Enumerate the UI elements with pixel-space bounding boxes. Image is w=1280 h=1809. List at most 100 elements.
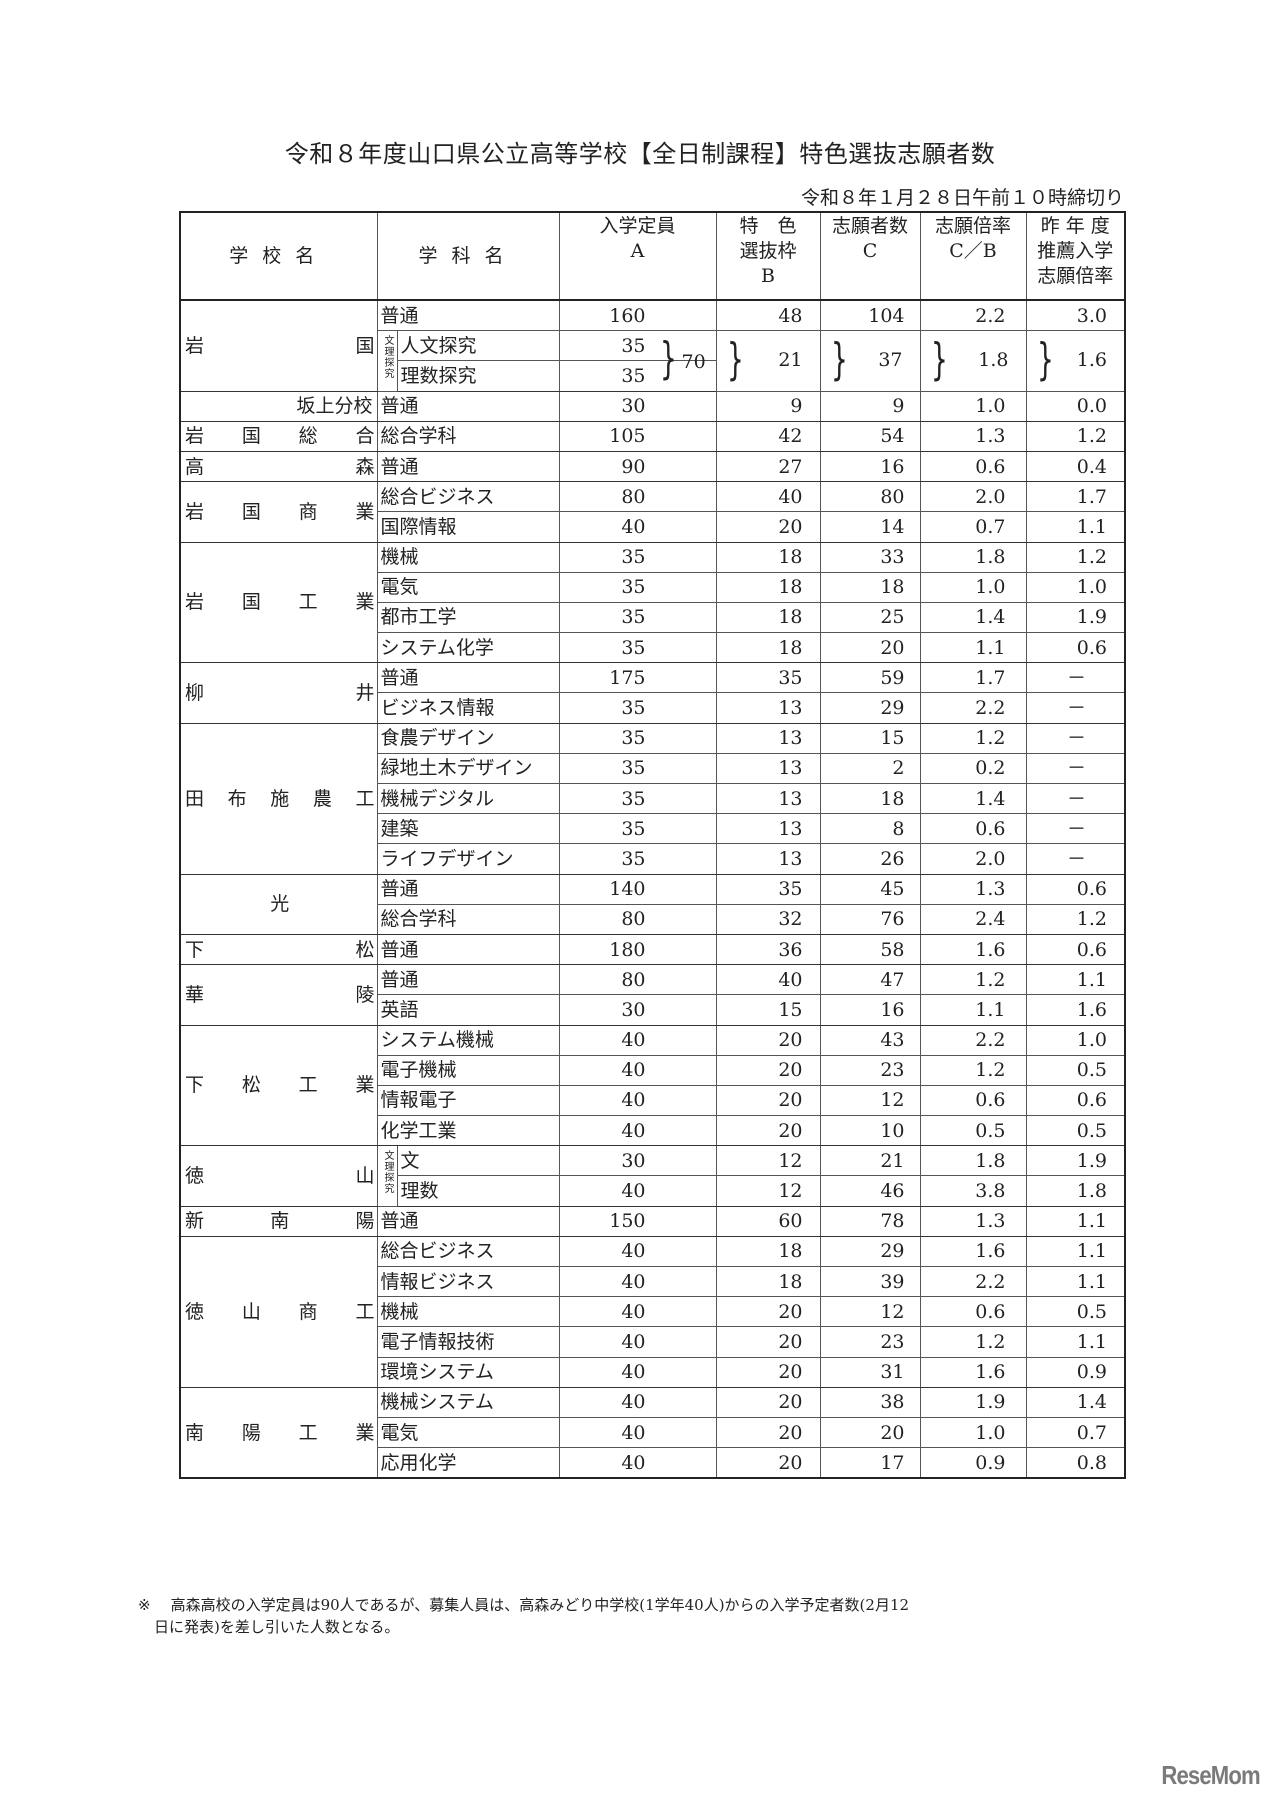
applicants-value: 31 xyxy=(819,1356,921,1388)
table-row: 理数 40 12 46 3.8 1.8 xyxy=(180,1175,1126,1207)
merged-value: 1.6 xyxy=(1076,349,1107,372)
ratio-value: 0.6 xyxy=(919,1084,1027,1117)
school-name: 徳山商工 xyxy=(179,1235,378,1388)
ratio-value: 2.0 xyxy=(919,481,1027,513)
header-line: 推薦入学 xyxy=(1037,240,1114,262)
capacity-value: 40 xyxy=(558,1416,717,1449)
dept-name: 環境システム xyxy=(376,1356,560,1388)
ratio-value: 1.2 xyxy=(919,964,1027,996)
dept-name: ライフデザイン xyxy=(376,843,560,875)
ratio-value: 1.0 xyxy=(919,571,1027,603)
school-name: 坂上分校 xyxy=(179,390,378,422)
prev-ratio-value: － xyxy=(1025,752,1126,785)
brace-icon: } xyxy=(659,333,677,385)
table-row: 英語 30 15 16 1.1 1.6 xyxy=(180,994,1126,1026)
special-quota-value: 20 xyxy=(715,1447,821,1479)
prev-ratio-value: 1.8 xyxy=(1025,1175,1126,1207)
special-quota-value: 20 xyxy=(715,1326,821,1358)
header-line: 入学定員 xyxy=(599,215,676,237)
prev-ratio-value: 1.2 xyxy=(1025,420,1126,452)
prev-ratio-value: 1.1 xyxy=(1025,511,1126,543)
applicants-value: 17 xyxy=(819,1447,921,1479)
capacity-value: 35 xyxy=(558,541,717,573)
prev-ratio-value: 0.6 xyxy=(1025,1084,1126,1117)
table-row: 機械デジタル 35 13 18 1.4 － xyxy=(180,782,1126,815)
special-quota-value: 20 xyxy=(715,1416,821,1449)
school-name: 岩国総合 xyxy=(179,420,378,452)
header-line: B xyxy=(761,265,775,287)
header-line: A xyxy=(630,240,645,262)
table-row: 情報電子 40 20 12 0.6 0.6 xyxy=(180,1084,1126,1117)
prev-ratio-value: 0.0 xyxy=(1025,390,1126,422)
footnote-line-2: 日に発表)を差し引いた人数となる。 xyxy=(154,1618,400,1636)
ratio-value: 0.6 xyxy=(919,813,1027,845)
capacity-total: 70 xyxy=(681,351,706,374)
ratio-value: 0.7 xyxy=(919,511,1027,543)
applicants-value: 12 xyxy=(819,1084,921,1117)
capacity-value: 30 xyxy=(558,1145,717,1177)
ratio-value: 2.2 xyxy=(919,1024,1027,1056)
special-quota-value: 20 xyxy=(715,511,821,543)
school-name: 岩国 xyxy=(179,299,378,392)
applicants-value: 39 xyxy=(819,1265,921,1298)
prev-ratio-value: － xyxy=(1025,692,1126,724)
school-name: 南陽工業 xyxy=(179,1386,378,1479)
ratio-value: 1.1 xyxy=(919,632,1027,664)
capacity-brace-group: } 70 xyxy=(560,331,716,391)
applicants-value: 78 xyxy=(819,1205,921,1237)
school-name: 徳山 xyxy=(179,1145,378,1207)
applicants-value: 25 xyxy=(819,601,921,634)
ratio-value: 1.6 xyxy=(919,1356,1027,1388)
applicants-value: 29 xyxy=(819,1235,921,1268)
ratio-value: 1.0 xyxy=(919,1416,1027,1449)
prev-ratio-value: 1.7 xyxy=(1025,481,1126,513)
header-line: 志願倍率 xyxy=(934,215,1011,237)
special-quota-value: 13 xyxy=(715,782,821,815)
dept-name: 総合学科 xyxy=(376,420,560,452)
capacity-value: 35 xyxy=(558,601,717,634)
capacity-value: 35 xyxy=(558,782,717,815)
dept-name: 文 xyxy=(396,1145,560,1177)
school-name: 光 xyxy=(179,873,378,935)
applicants-value: 104 xyxy=(819,299,921,332)
table-row: 岩国 普通 160 48 104 2.2 3.0 xyxy=(179,299,1126,392)
header-capacity: 入学定員 A xyxy=(558,211,717,301)
footnote-mark: ※ xyxy=(138,1596,151,1614)
special-quota-value: 13 xyxy=(715,722,821,754)
special-quota-value: 12 xyxy=(715,1175,821,1207)
dept-name: 普通 xyxy=(376,1205,560,1237)
special-quota-value: 12 xyxy=(715,1145,821,1177)
special-quota-value: 20 xyxy=(715,1054,821,1086)
header-line: 昨 年 度 xyxy=(1040,215,1110,237)
dept-name: 都市工学 xyxy=(376,601,560,634)
applicants-value: 43 xyxy=(819,1024,921,1056)
footnote-line-1: 高森高校の入学定員は90人であるが、募集人員は、高森みどり中学校(1学年40人)… xyxy=(170,1596,910,1614)
school-name: 柳井 xyxy=(179,662,378,724)
special-quota-value: 20 xyxy=(715,1024,821,1056)
dept-name: 普通 xyxy=(376,662,560,694)
capacity-value: 180 xyxy=(558,933,717,966)
table-row: 文理探究 人文探究 35} 70} 21} 37} 1.8} 1.6 xyxy=(180,330,1126,392)
header-ratio: 志願倍率 C／B xyxy=(919,211,1027,301)
capacity-value: 30 xyxy=(558,390,717,422)
special-quota-value: 36 xyxy=(715,933,821,966)
applicants-value: 14 xyxy=(819,511,921,543)
dept-name: 総合ビジネス xyxy=(376,481,560,513)
sub-category-label: 文理探究 xyxy=(382,334,393,379)
capacity-value: 40 xyxy=(558,1447,717,1479)
ratio-value: 2.2 xyxy=(919,299,1027,332)
special-quota-value: 18 xyxy=(715,1265,821,1298)
school-name: 岩国商業 xyxy=(179,481,378,543)
prev-ratio-value: 1.4 xyxy=(1025,1386,1126,1418)
capacity-value: 40 xyxy=(558,1386,717,1418)
special-quota-value: 13 xyxy=(715,752,821,785)
brace-icon: } xyxy=(930,334,948,386)
dept-name: システム化学 xyxy=(376,632,560,664)
applicants-value: 8 xyxy=(819,813,921,845)
ratio-value: 1.3 xyxy=(919,420,1027,452)
header-applicants: 志願者数 C xyxy=(819,211,921,301)
capacity-value: 140 xyxy=(558,873,717,905)
capacity-value: 105 xyxy=(558,420,717,452)
special-quota-value: 15 xyxy=(715,994,821,1026)
special-quota-value: 9 xyxy=(715,390,821,422)
